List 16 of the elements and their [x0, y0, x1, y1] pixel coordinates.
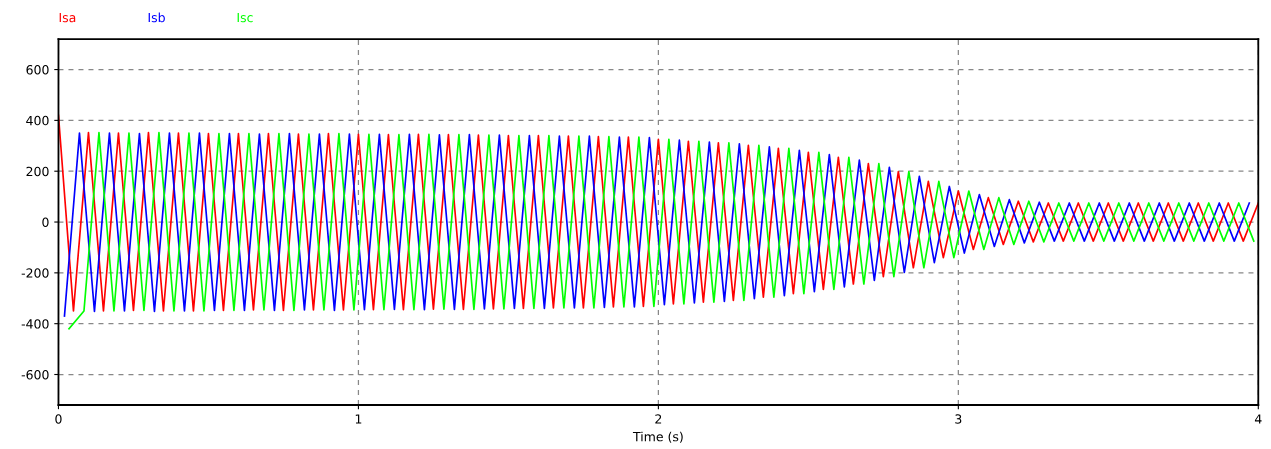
text: Isb [148, 12, 165, 23]
x-tick-label: 0 [55, 414, 62, 424]
y-tick-label: -400 [21, 319, 49, 329]
y-tick-label: -600 [21, 369, 49, 380]
x-tick-label: 2 [655, 414, 662, 424]
text: Isa [59, 12, 76, 23]
x-tick-label: 3 [955, 414, 962, 424]
y-tick-label: 200 [26, 166, 49, 177]
x-axis-title: Time (s) [632, 431, 683, 443]
y-tick-label: 400 [26, 115, 49, 126]
y-tick-label: 600 [26, 65, 49, 75]
x-tick-label: 1 [355, 414, 362, 424]
x-tick-label: 4 [1254, 414, 1262, 424]
y-tick-label: -200 [21, 268, 49, 278]
y-tick-label: 0 [42, 217, 49, 227]
text: Isc [237, 12, 253, 23]
